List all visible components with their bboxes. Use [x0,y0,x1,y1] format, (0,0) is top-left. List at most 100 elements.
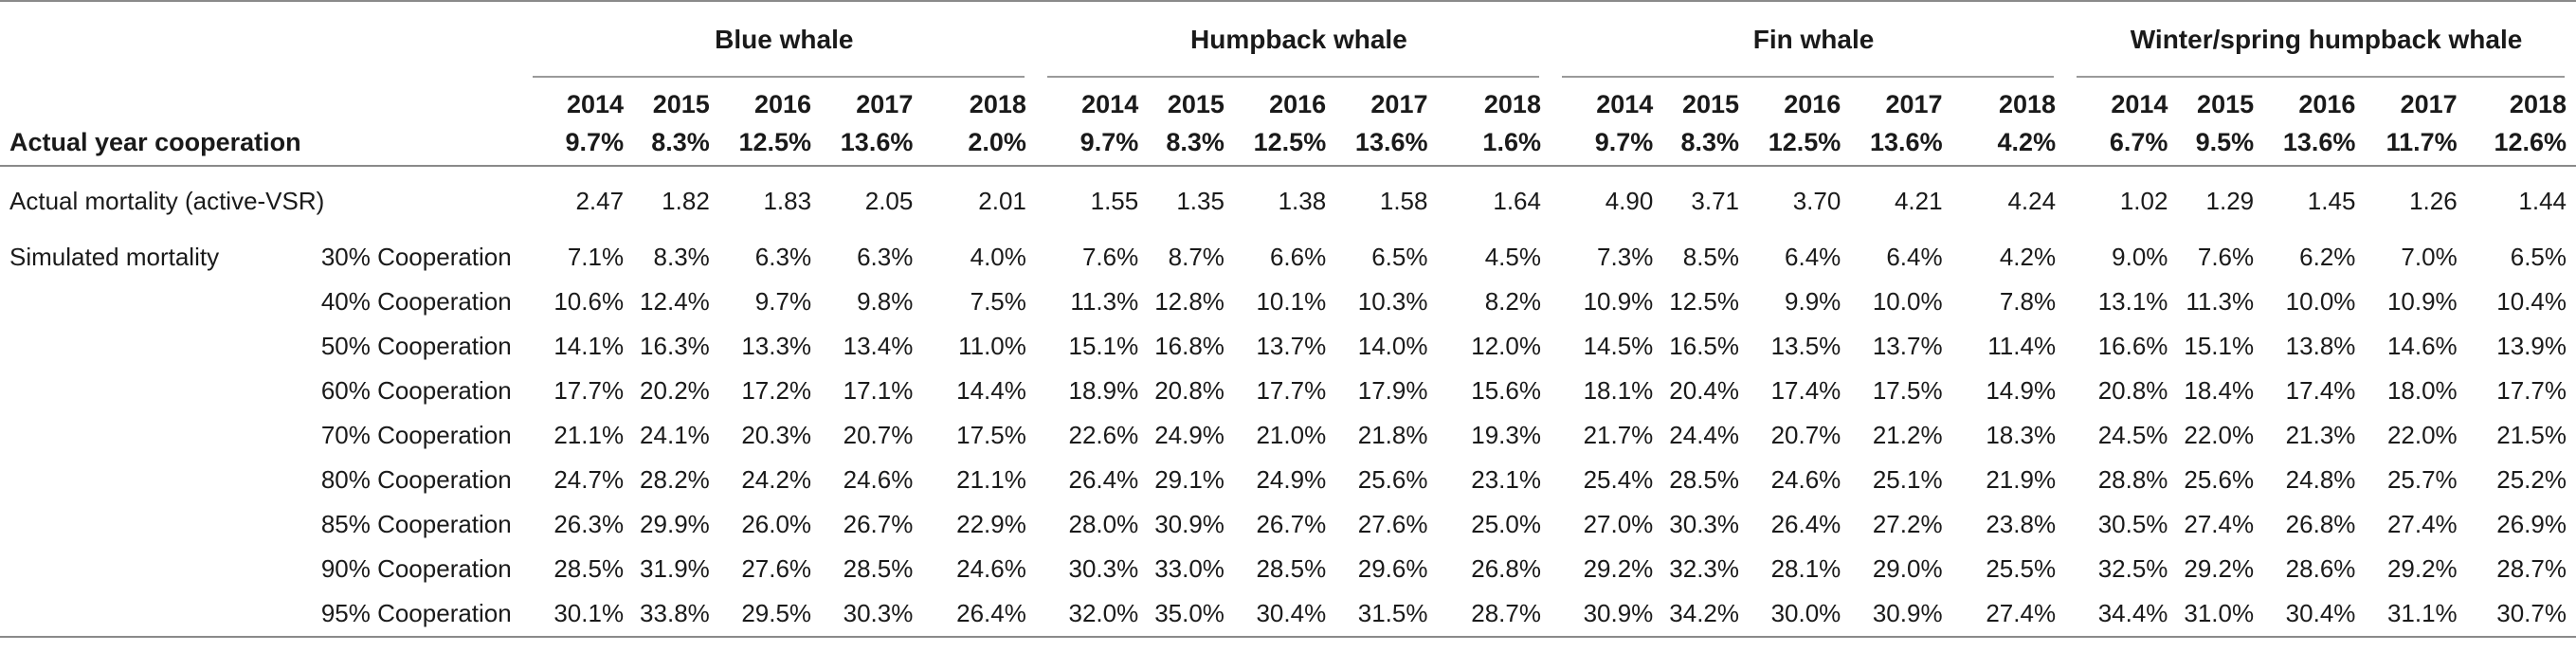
mortality-value: 27.0% [1583,510,1654,538]
mortality-value: 32.3% [1669,554,1740,583]
simulated-mortality-label: Simulated mortality [9,243,220,271]
mortality-value: 24.2% [741,465,812,494]
cooperation-cell: 6.7% [2109,127,2168,156]
year-cell: 2016 [2298,90,2356,118]
mortality-value: 15.1% [1068,332,1139,360]
mortality-value: 28.1% [1770,554,1841,583]
cooperation-level-label: 85% Cooperation [320,510,512,538]
mortality-value: 17.4% [2285,376,2356,405]
mortality-value: 20.3% [741,421,812,449]
mortality-value: 17.5% [1872,376,1943,405]
year-cell: 2014 [2111,90,2168,118]
mortality-value: 23.8% [1986,510,2057,538]
mortality-value: 30.7% [2496,599,2567,627]
cooperation-cell: 12.5% [738,127,812,156]
mortality-value: 26.0% [741,510,812,538]
mortality-value: 6.5% [1371,243,1428,271]
year-cell: 2017 [856,90,914,118]
mortality-value: 30.3% [843,599,914,627]
mortality-value: 28.0% [1068,510,1139,538]
species-header-winter-spring-humpback-whale: Winter/spring humpback whale [2065,0,2576,78]
simulated-mortality-row: Simulated mortality 30% Cooperation 7.1% 8.… [0,235,2576,280]
year-cell: 2016 [753,90,812,118]
mortality-value: 20.4% [1669,376,1740,405]
cooperation-cell: 13.6% [2282,127,2356,156]
mortality-value: 9.9% [1785,287,1841,316]
row-stub-blank [0,502,267,547]
species-name: Blue whale [715,25,854,54]
mortality-value: 13.3% [741,332,812,360]
mortality-value: 24.5% [2097,421,2168,449]
mortality-value: 27.4% [2184,510,2255,538]
mortality-value: 14.9% [1986,376,2057,405]
simulated-mortality-row: 40% Cooperation 10.6% 12.4% 9.7% 9.8% 7.5% 11.… [0,280,2576,324]
mortality-value: 28.5% [843,554,914,583]
cooperation-level-label: 60% Cooperation [320,376,512,405]
mortality-value: 31.9% [640,554,710,583]
simulated-mortality-row: 70% Cooperation 21.1% 24.1% 20.3% 20.7% 17.5%… [0,413,2576,458]
simulated-mortality-row: 90% Cooperation 28.5% 31.9% 27.6% 28.5% 24.6%… [0,547,2576,591]
mortality-value: 28.8% [2097,465,2168,494]
year-cell: 2016 [1269,90,1327,118]
mortality-value: 13.9% [2496,332,2567,360]
mortality-value: 29.2% [2184,554,2255,583]
mortality-value: 3.71 [1691,186,1740,215]
mortality-value: 30.9% [1154,510,1225,538]
mortality-value: 26.9% [2496,510,2567,538]
mortality-value: 24.7% [553,465,625,494]
mortality-value: 21.9% [1986,465,2057,494]
cooperation-cell: 8.3% [1166,127,1225,156]
mortality-value: 21.1% [956,465,1026,494]
cooperation-level-label: 90% Cooperation [320,554,512,583]
mortality-value: 13.7% [1872,332,1943,360]
year-cell: 2015 [1681,90,1740,118]
mortality-value: 24.6% [956,554,1026,583]
table-body: Actual mortality (active-VSR) 2.47 1.82 1.… [0,166,2576,637]
cooperation-cell: 11.7% [2386,127,2458,156]
mortality-value: 9.0% [2112,243,2168,271]
mortality-value: 20.7% [1770,421,1841,449]
mortality-value: 13.8% [2285,332,2356,360]
stub-corner [0,0,521,78]
mortality-value: 30.9% [1872,599,1943,627]
mortality-value: 28.7% [2496,554,2567,583]
mortality-value: 28.6% [2285,554,2356,583]
year-cell: 2017 [1370,90,1428,118]
year-cell: 2015 [2197,90,2255,118]
mortality-value: 8.3% [653,243,710,271]
mortality-value: 29.0% [1872,554,1943,583]
mortality-value: 21.7% [1583,421,1654,449]
row-stub-blank [0,280,267,324]
mortality-value: 12.5% [1669,287,1740,316]
mortality-value: 14.4% [956,376,1026,405]
mortality-value: 25.6% [2184,465,2255,494]
mortality-value: 21.8% [1357,421,1428,449]
mortality-value: 26.4% [1770,510,1841,538]
mortality-value: 28.7% [1471,599,1541,627]
cooperation-level-label: 70% Cooperation [320,421,512,449]
mortality-value: 17.9% [1357,376,1428,405]
mortality-value: 1.55 [1090,186,1139,215]
mortality-value: 27.6% [1357,510,1428,538]
mortality-value: 30.3% [1068,554,1139,583]
mortality-value: 13.5% [1770,332,1841,360]
mortality-value: 7.6% [2197,243,2255,271]
mortality-value: 2.47 [575,186,625,215]
mortality-value: 16.8% [1154,332,1225,360]
mortality-value: 20.8% [2097,376,2168,405]
mortality-value: 4.0% [970,243,1026,271]
mortality-value: 16.3% [640,332,710,360]
mortality-value: 26.8% [1471,554,1541,583]
mortality-value: 10.0% [1872,287,1943,316]
mortality-value: 17.7% [553,376,625,405]
year-cell: 2014 [1081,90,1139,118]
year-cell: 2018 [1483,90,1541,118]
year-header-row: 2014 2015 2016 2017 2018 2014 2015 2016 … [0,78,2576,119]
simulated-mortality-row: 80% Cooperation 24.7% 28.2% 24.2% 24.6% 21.1%… [0,458,2576,502]
mortality-value: 14.1% [553,332,625,360]
simulated-mortality-row: 50% Cooperation 14.1% 16.3% 13.3% 13.4% 11.0%… [0,324,2576,369]
mortality-value: 1.35 [1176,186,1225,215]
mortality-value: 30.4% [2285,599,2356,627]
species-header-fin-whale: Fin whale [1550,0,2066,78]
